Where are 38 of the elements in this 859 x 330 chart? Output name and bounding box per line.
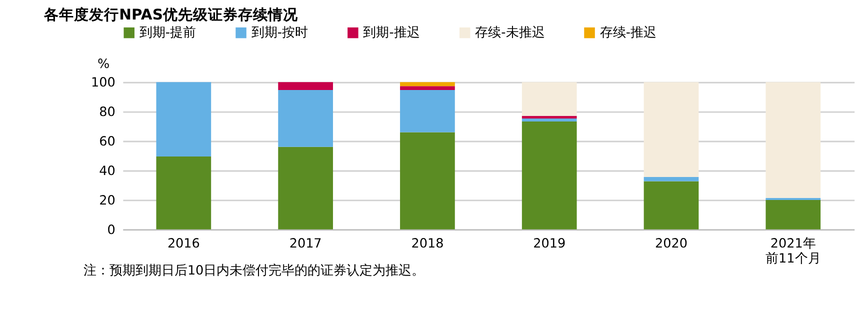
bar bbox=[644, 181, 699, 230]
y-tick-label: 20 bbox=[99, 193, 116, 208]
bar bbox=[156, 156, 212, 230]
chart-title: 各年度发行NPAS优先级证券存续情况 bbox=[43, 5, 299, 24]
bar bbox=[400, 86, 455, 90]
x-tick-label: 2020 bbox=[655, 236, 688, 252]
legend-label: 到期-按时 bbox=[251, 26, 308, 41]
y-tick-label: 0 bbox=[107, 222, 116, 238]
y-tick-label: 60 bbox=[99, 134, 116, 150]
bar bbox=[400, 132, 455, 230]
y-tick-label: 40 bbox=[99, 164, 116, 179]
bar bbox=[522, 121, 577, 230]
legend-label: 存续-推迟 bbox=[600, 26, 656, 41]
bar bbox=[278, 90, 333, 147]
bar bbox=[156, 82, 212, 156]
x-tick-label: 2017 bbox=[289, 236, 322, 252]
x-tick-label: 2019 bbox=[533, 236, 566, 252]
bar bbox=[400, 90, 455, 132]
legend-label: 到期-推迟 bbox=[363, 26, 420, 41]
x-tick-label: 2021年前11个月 bbox=[766, 236, 821, 266]
legend-label: 存续-未推迟 bbox=[475, 26, 545, 41]
bar bbox=[522, 116, 577, 119]
bar bbox=[278, 146, 333, 230]
x-tick-label: 2018 bbox=[411, 236, 444, 252]
y-tick-label: 80 bbox=[99, 105, 116, 120]
bar bbox=[522, 82, 577, 116]
bar bbox=[522, 118, 577, 122]
bar bbox=[766, 82, 821, 198]
bar bbox=[400, 82, 455, 86]
text: 注：预期到期日后10日内未偿付完毕的的证券认定为推迟。 bbox=[83, 262, 425, 279]
y-axis-title: % bbox=[98, 56, 110, 72]
legend-label: 到期-提前 bbox=[139, 26, 196, 41]
bar bbox=[644, 82, 699, 177]
bar bbox=[644, 176, 699, 182]
x-tick-label: 2016 bbox=[167, 236, 200, 252]
bar bbox=[766, 200, 821, 230]
bar bbox=[278, 82, 333, 90]
y-tick-label: 100 bbox=[91, 76, 116, 91]
